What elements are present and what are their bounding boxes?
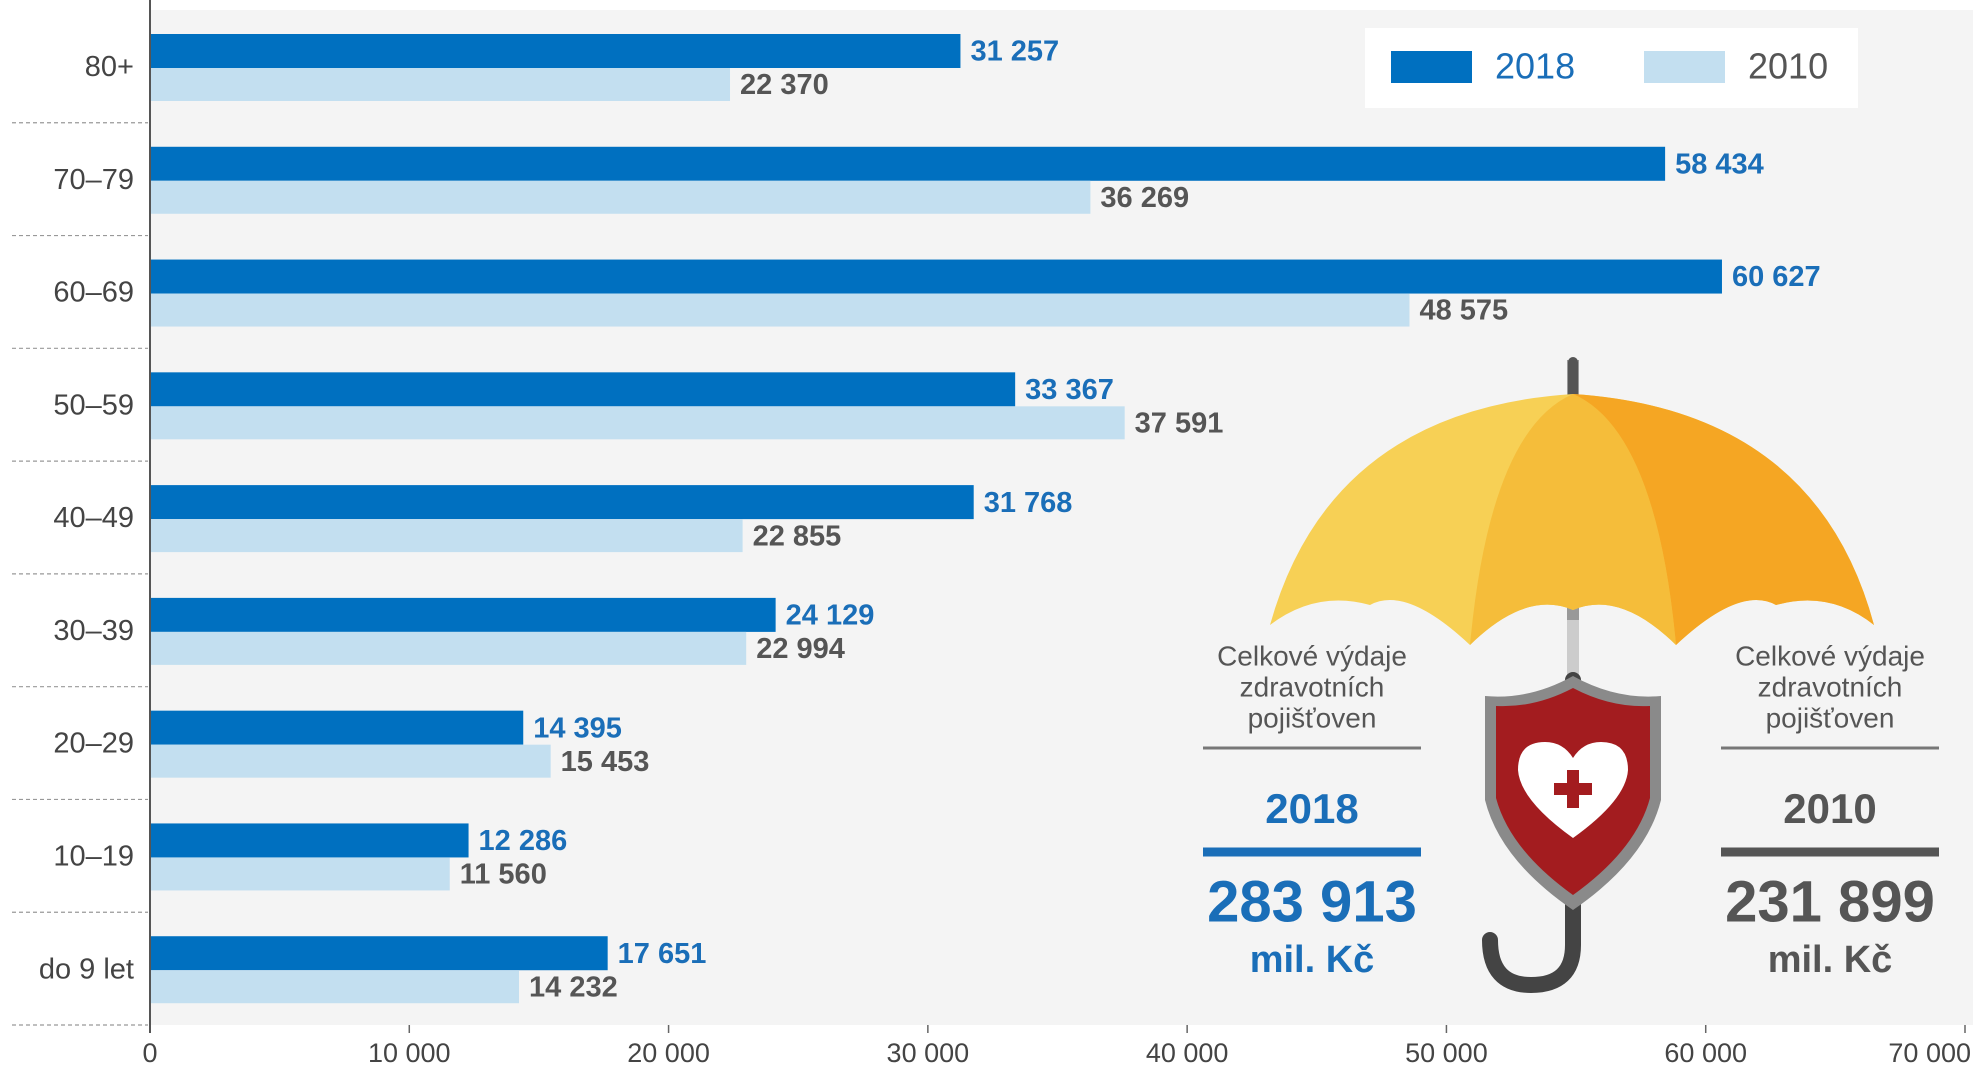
bar (150, 970, 520, 1004)
x-tick-label: 50 000 (1405, 1038, 1488, 1068)
value-label: 37 591 (1135, 407, 1224, 439)
legend-swatch (1391, 51, 1472, 83)
legend-label: 2010 (1748, 46, 1828, 87)
value-label: 22 370 (740, 69, 829, 101)
value-label: 24 129 (786, 600, 875, 632)
summary-caption: zdravotních (1758, 671, 1903, 702)
legend-label: 2018 (1495, 46, 1575, 87)
bar (150, 857, 450, 891)
x-tick-label: 40 000 (1146, 1038, 1229, 1068)
value-label: 11 560 (460, 859, 547, 891)
summary-caption: Celkové výdaje (1735, 640, 1925, 671)
bar (150, 259, 1722, 294)
value-label: 60 627 (1732, 261, 1821, 293)
bar (150, 293, 1410, 327)
y-tick-label: 60–69 (53, 277, 134, 309)
summary-unit: mil. Kč (1250, 939, 1375, 981)
umbrella-illustration (1270, 357, 1874, 994)
x-tick-label: 70 000 (1888, 1038, 1971, 1068)
bar (150, 34, 961, 68)
value-label: 14 232 (529, 971, 618, 1003)
bar (150, 372, 1016, 407)
bar (150, 519, 743, 553)
bar (150, 180, 1091, 214)
x-tick-label: 10 000 (368, 1038, 451, 1068)
summary-amount: 283 913 (1207, 869, 1417, 934)
bar (150, 146, 1666, 181)
summary-caption: pojišťoven (1766, 702, 1895, 733)
y-tick-label: 40–49 (53, 502, 134, 534)
y-tick-label: 20–29 (53, 728, 134, 760)
summary-caption: zdravotních (1240, 671, 1385, 702)
legend-swatch (1644, 51, 1725, 83)
value-label: 17 651 (618, 938, 707, 970)
bar (150, 597, 776, 632)
bar (150, 485, 974, 520)
x-tick-label: 20 000 (627, 1038, 710, 1068)
x-tick-label: 60 000 (1664, 1038, 1747, 1068)
bar (150, 936, 608, 971)
summary-unit: mil. Kč (1768, 939, 1893, 981)
x-tick-label: 30 000 (887, 1038, 970, 1068)
y-tick-label: 70–79 (53, 164, 134, 196)
value-label: 22 994 (756, 633, 845, 665)
bar (150, 744, 551, 778)
y-tick-label: 30–39 (53, 615, 134, 647)
value-label: 36 269 (1100, 182, 1189, 214)
y-tick-label: 10–19 (53, 840, 134, 872)
value-label: 48 575 (1419, 295, 1508, 327)
value-label: 31 768 (984, 487, 1073, 519)
summary-year: 2018 (1265, 785, 1358, 832)
value-label: 33 367 (1025, 374, 1114, 406)
value-label: 15 453 (561, 746, 650, 778)
summary-caption: pojišťoven (1248, 702, 1377, 733)
y-tick-label: 80+ (85, 51, 134, 83)
value-label: 22 855 (753, 520, 842, 552)
value-label: 31 257 (970, 36, 1059, 68)
y-tick-label: do 9 let (39, 953, 134, 985)
summary-year: 2010 (1783, 785, 1876, 832)
bar (150, 68, 731, 101)
value-label: 12 286 (479, 825, 568, 857)
bar (150, 710, 524, 745)
summary-caption: Celkové výdaje (1217, 640, 1407, 671)
y-tick-label: 50–59 (53, 389, 134, 421)
value-label: 14 395 (533, 712, 622, 744)
bar (150, 823, 469, 858)
bar (150, 631, 747, 665)
value-label: 58 434 (1675, 148, 1764, 180)
bar (150, 406, 1125, 440)
summary-amount: 231 899 (1725, 869, 1935, 934)
x-tick-label: 0 (142, 1038, 157, 1068)
